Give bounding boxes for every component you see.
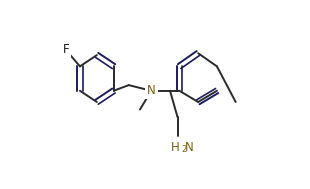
Text: N: N [185,141,194,153]
Text: F: F [63,43,69,56]
Text: H: H [170,141,179,153]
Text: N: N [147,84,156,97]
Text: 2: 2 [181,145,187,154]
